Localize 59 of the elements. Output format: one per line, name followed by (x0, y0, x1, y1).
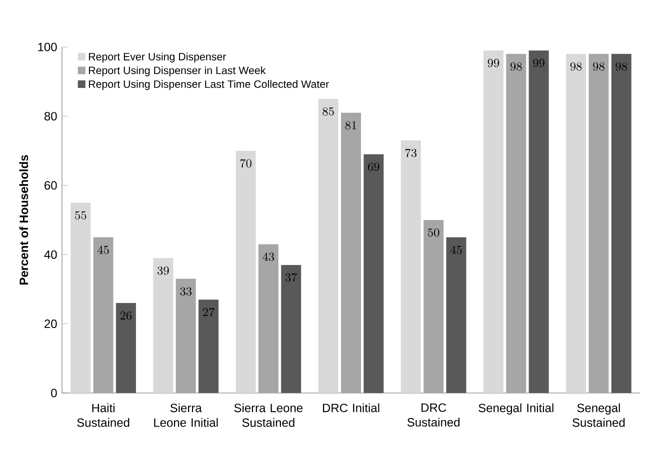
bar (400, 140, 421, 393)
data-label: 27 (202, 308, 214, 316)
data-label: 81 (345, 121, 356, 130)
y-tick-label: 60 (44, 181, 57, 190)
bar (611, 54, 632, 393)
bar (528, 50, 549, 393)
bar (424, 220, 444, 393)
bar (588, 54, 609, 393)
bar (236, 150, 256, 393)
data-label: 98 (616, 62, 628, 71)
legend-label: Report Using Dispenser Last Time Collected Water (88, 80, 329, 90)
bar (364, 154, 384, 393)
x-tick-label: DRC Sustained (407, 403, 460, 427)
y-axis-title: Percent of Households (19, 155, 28, 285)
legend-label: Report Using Dispenser in Last Week (88, 66, 266, 76)
bar (116, 303, 136, 393)
data-label: 99 (488, 58, 500, 68)
legend-label: Report Ever Using Dispenser (88, 52, 226, 63)
data-label: 43 (262, 252, 274, 261)
x-tick-label: Senegal Sustained (572, 403, 625, 427)
bar (93, 237, 114, 393)
data-label: 37 (285, 273, 298, 282)
y-tick-label: 20 (44, 320, 57, 328)
data-label: 50 (428, 228, 440, 237)
data-label: 39 (158, 266, 169, 275)
data-label: 99 (533, 58, 544, 68)
x-tick-label: Senegal Initial (478, 403, 554, 415)
data-label: 33 (180, 287, 192, 296)
x-tick-label: Haiti Sustained (77, 403, 130, 427)
bar (506, 54, 526, 393)
y-tick-label: 0 (51, 388, 57, 398)
data-label: 55 (75, 211, 86, 220)
bar (198, 300, 219, 393)
bar (176, 278, 196, 393)
data-label: 98 (510, 62, 522, 71)
data-label: 45 (97, 246, 109, 254)
data-label: 45 (450, 246, 462, 254)
bar (281, 264, 302, 393)
bar (70, 202, 91, 393)
bar (566, 54, 586, 393)
data-label: 73 (405, 148, 417, 158)
bar (483, 50, 504, 393)
bar (340, 112, 361, 393)
x-tick-label: DRC Initial (322, 403, 380, 412)
data-label: 70 (240, 159, 252, 168)
y-tick-label: 100 (38, 42, 57, 52)
data-label: 69 (368, 162, 380, 171)
data-label: 98 (570, 62, 582, 71)
data-label: 26 (120, 311, 132, 320)
x-tick-label: Sierra Leone Sustained (234, 403, 303, 427)
bar (258, 244, 278, 393)
bar (318, 98, 338, 393)
y-tick-label: 80 (44, 112, 57, 120)
x-tick-label: Sierra Leone Initial (154, 403, 218, 427)
bar (446, 237, 466, 393)
data-label: 85 (322, 107, 334, 116)
bar (153, 258, 174, 393)
data-label: 98 (593, 62, 604, 71)
y-tick-label: 40 (44, 250, 57, 259)
